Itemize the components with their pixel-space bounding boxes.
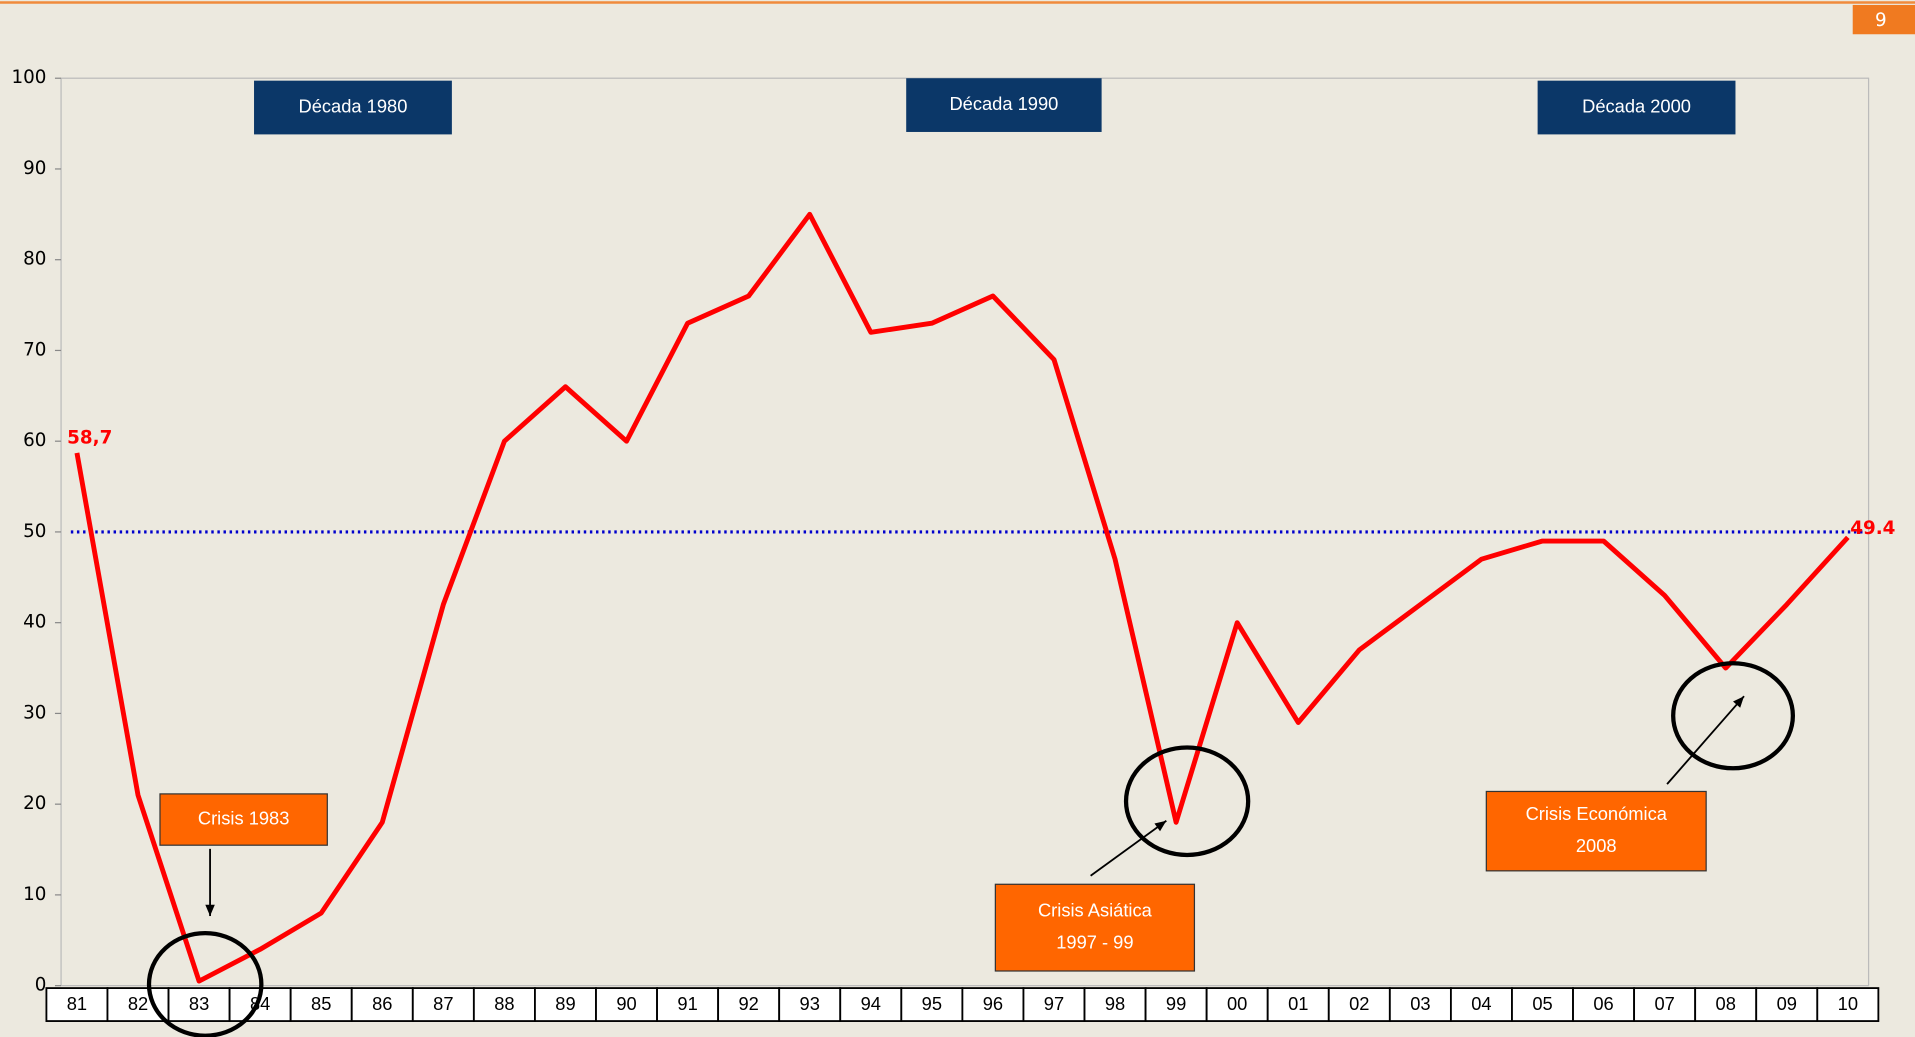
x-tick-label: 93	[800, 993, 820, 1014]
annotation-text: Crisis 1983	[198, 807, 290, 828]
x-tick-label: 04	[1471, 993, 1491, 1014]
x-tick-label: 87	[433, 993, 453, 1014]
x-tick-label: 83	[189, 993, 209, 1014]
annotation-box	[906, 78, 1102, 132]
x-tick-label: 08	[1716, 993, 1736, 1014]
x-tick-label: 94	[861, 993, 881, 1014]
x-tick-label: 00	[1227, 993, 1247, 1014]
x-tick-label: 06	[1593, 993, 1613, 1014]
category-box	[1511, 987, 1574, 1022]
annotation-box	[994, 883, 1196, 972]
category-box	[167, 987, 231, 1022]
annotation-text: 2008	[1576, 835, 1617, 856]
arrow-head	[205, 904, 215, 917]
page-number: 9	[1875, 10, 1887, 31]
category-box	[900, 987, 964, 1022]
x-tick-label: 96	[983, 993, 1003, 1014]
annotation-text: 1997 - 99	[1056, 931, 1133, 952]
y-tick-label: 60	[23, 430, 46, 451]
category-box	[1816, 987, 1880, 1022]
x-tick-label: 07	[1654, 993, 1674, 1014]
category-box	[595, 987, 658, 1022]
category-box	[1755, 987, 1819, 1022]
category-box	[472, 987, 536, 1022]
x-tick-label: 03	[1410, 993, 1430, 1014]
x-tick-label: 10	[1838, 993, 1858, 1014]
arrow	[1090, 820, 1167, 877]
x-tick-label: 85	[311, 993, 331, 1014]
y-tick-label: 20	[23, 793, 46, 814]
highlight-circle	[1123, 745, 1251, 858]
category-box	[1205, 987, 1269, 1022]
y-tick-label: 50	[23, 521, 46, 542]
annotation-box	[254, 80, 452, 135]
annotation-text: Década 2000	[1582, 95, 1691, 116]
annotation-text: Década 1990	[949, 93, 1058, 114]
x-tick-label: 09	[1777, 993, 1797, 1014]
page-badge	[1852, 4, 1915, 35]
x-tick-label: 92	[738, 993, 758, 1014]
x-tick-label: 89	[555, 993, 575, 1014]
x-tick-label: 97	[1044, 993, 1064, 1014]
highlight-circle	[1671, 661, 1796, 771]
data-label: 49.4	[1850, 518, 1895, 539]
annotation-box	[1537, 80, 1736, 135]
annotation-text: Crisis Asiática	[1038, 900, 1153, 921]
annotation-text: Década 1980	[299, 95, 408, 116]
y-tick-label: 40	[23, 612, 46, 633]
x-tick-label: 98	[1105, 993, 1125, 1014]
category-box	[1388, 987, 1452, 1022]
category-box	[778, 987, 842, 1022]
y-tick-label: 80	[23, 249, 46, 270]
category-box	[717, 987, 781, 1022]
annotation-box	[159, 793, 328, 846]
arrow-head	[1154, 820, 1167, 832]
data-label: 58,7	[67, 427, 112, 448]
x-tick-label: 02	[1349, 993, 1369, 1014]
x-tick-label: 88	[494, 993, 514, 1014]
category-box	[961, 987, 1025, 1022]
y-tick-label: 70	[23, 339, 46, 360]
arrow	[1666, 695, 1745, 785]
x-tick-label: 95	[922, 993, 942, 1014]
x-tick-label: 90	[616, 993, 636, 1014]
arrow-head	[1733, 696, 1745, 708]
y-tick-label: 100	[11, 67, 46, 88]
annotation-text: Crisis Económica	[1526, 803, 1668, 824]
y-tick-label: 0	[35, 975, 47, 996]
x-tick-label: 99	[1166, 993, 1186, 1014]
annotation-box	[1485, 790, 1707, 872]
x-tick-label: 05	[1532, 993, 1552, 1014]
category-box	[1083, 987, 1147, 1022]
x-tick-label: 91	[677, 993, 697, 1014]
x-tick-label: 01	[1288, 993, 1308, 1014]
data-line	[74, 211, 1850, 984]
y-tick-label: 10	[23, 884, 46, 905]
category-box	[1572, 987, 1636, 1022]
x-tick-label: 81	[67, 993, 87, 1014]
highlight-circle	[146, 931, 264, 1037]
category-box	[1633, 987, 1697, 1022]
x-tick-label: 82	[128, 993, 148, 1014]
category-box	[45, 987, 109, 1022]
x-tick-label: 86	[372, 993, 392, 1014]
category-box	[1144, 987, 1208, 1022]
y-tick-label: 90	[23, 158, 46, 179]
y-tick-label: 30	[23, 702, 46, 723]
